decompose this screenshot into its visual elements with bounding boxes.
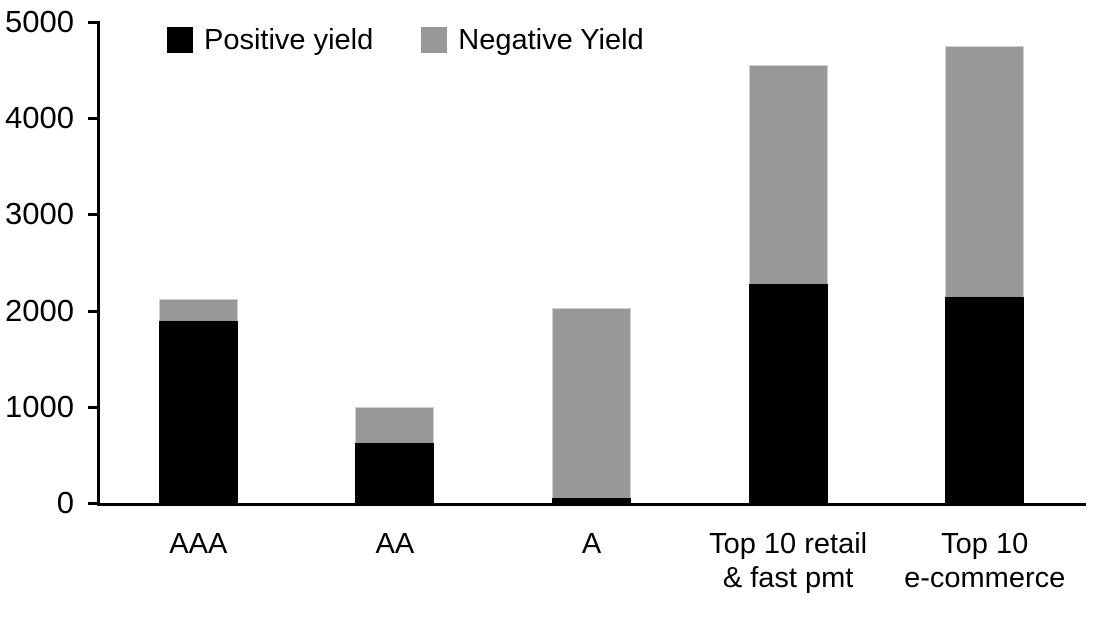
x-axis-category-label-top-10-retail-fast-pmt: Top 10 retail & fast pmt	[709, 528, 868, 594]
bar-a	[552, 308, 631, 503]
bar-segment-negative-yield-top-10-e-commerce	[945, 46, 1025, 298]
legend-item-positive-yield: Positive yield	[167, 24, 373, 56]
bar-segment-negative-yield-a	[552, 308, 631, 499]
y-axis-tick-label: 4000	[5, 100, 74, 136]
y-axis-tick	[88, 117, 100, 121]
plot-area	[97, 22, 1086, 506]
y-axis-tick-label: 5000	[5, 4, 74, 39]
y-axis-tick	[88, 309, 100, 313]
bar-aa	[355, 406, 435, 503]
legend-item-negative-yield: Negative Yield	[421, 24, 644, 56]
bar-top-10-e-commerce	[945, 46, 1025, 503]
chart-legend: Positive yield Negative Yield	[167, 24, 644, 56]
bar-segment-negative-yield-top-10-retail-fast-pmt	[748, 65, 828, 284]
bar-segment-positive-yield-aaa	[158, 321, 238, 503]
bar-segment-positive-yield-top-10-e-commerce	[945, 297, 1025, 503]
y-axis-tick	[88, 502, 100, 505]
positive-yield-swatch-icon	[167, 27, 193, 53]
legend-label-positive-yield: Positive yield	[204, 24, 374, 56]
y-axis-tick-label: 0	[56, 485, 74, 520]
bar-aaa	[158, 299, 238, 503]
bar-segment-negative-yield-aaa	[158, 299, 238, 322]
y-axis-tick	[88, 21, 100, 24]
y-axis-tick	[88, 213, 100, 217]
y-axis-tick-label: 1000	[5, 388, 74, 424]
x-axis-category-label-a: A	[581, 528, 602, 560]
bar-segment-positive-yield-top-10-retail-fast-pmt	[748, 283, 828, 503]
y-axis-tick-label: 2000	[5, 292, 74, 328]
x-axis-category-label-aaa: AAA	[169, 528, 228, 560]
x-axis-category-label-top-10-e-commerce: Top 10 e-commerce	[904, 528, 1066, 594]
x-axis-category-label-aa: AA	[375, 528, 415, 560]
legend-label-negative-yield: Negative Yield	[458, 24, 644, 56]
bar-segment-negative-yield-aa	[355, 406, 435, 444]
bar-segment-positive-yield-aa	[355, 443, 435, 503]
y-axis-tick	[88, 405, 100, 409]
bars-container	[100, 22, 1086, 503]
y-axis-tick-label: 3000	[5, 196, 74, 232]
negative-yield-swatch-icon	[421, 27, 448, 53]
bar-segment-positive-yield-a	[552, 498, 631, 503]
bar-top-10-retail-fast-pmt	[748, 65, 828, 503]
